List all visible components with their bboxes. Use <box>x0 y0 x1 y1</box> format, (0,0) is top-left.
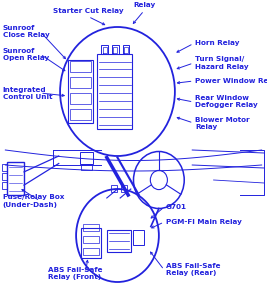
Bar <box>121 184 127 192</box>
Bar <box>81 164 92 169</box>
Text: Fuse/Relay Box
(Under-Dash): Fuse/Relay Box (Under-Dash) <box>3 194 64 208</box>
Text: Starter Cut Relay: Starter Cut Relay <box>53 8 123 14</box>
Bar <box>111 184 117 192</box>
Bar <box>2 173 7 180</box>
Bar <box>83 236 99 243</box>
Bar <box>112 45 119 54</box>
Text: PGM-FI Main Relay: PGM-FI Main Relay <box>166 219 241 225</box>
Bar <box>81 228 101 258</box>
Bar <box>70 93 91 104</box>
Bar <box>133 230 144 244</box>
Text: Integrated
Control Unit: Integrated Control Unit <box>3 86 52 100</box>
Bar <box>70 76 91 88</box>
Text: Rear Window
Defogger Relay: Rear Window Defogger Relay <box>195 95 258 109</box>
Bar <box>80 152 93 164</box>
Bar <box>123 45 129 54</box>
Bar <box>7 162 24 195</box>
Text: Sunroof
Open Relay: Sunroof Open Relay <box>3 47 49 61</box>
Bar <box>68 60 93 123</box>
Bar <box>107 230 131 252</box>
Text: Turn Signal/
Hazard Relay: Turn Signal/ Hazard Relay <box>195 56 249 70</box>
Text: Power Window Relay: Power Window Relay <box>195 78 267 84</box>
Bar <box>83 224 99 231</box>
Text: ABS Fail-Safe
Relay (Front): ABS Fail-Safe Relay (Front) <box>48 266 103 280</box>
Text: Sunroof
Close Relay: Sunroof Close Relay <box>3 25 49 38</box>
Text: Cigarette
Lighter
Relay: Cigarette Lighter Relay <box>125 0 163 8</box>
Text: G701: G701 <box>166 204 187 210</box>
Bar <box>70 109 91 120</box>
Bar <box>101 45 108 54</box>
Bar <box>97 54 132 129</box>
Bar <box>83 248 99 255</box>
Bar <box>70 61 91 72</box>
Bar <box>2 182 7 189</box>
Text: Horn Relay: Horn Relay <box>195 40 239 46</box>
Text: Blower Motor
Relay: Blower Motor Relay <box>195 116 250 130</box>
Text: ABS Fail-Safe
Relay (Rear): ABS Fail-Safe Relay (Rear) <box>166 263 220 277</box>
Bar <box>2 164 7 171</box>
